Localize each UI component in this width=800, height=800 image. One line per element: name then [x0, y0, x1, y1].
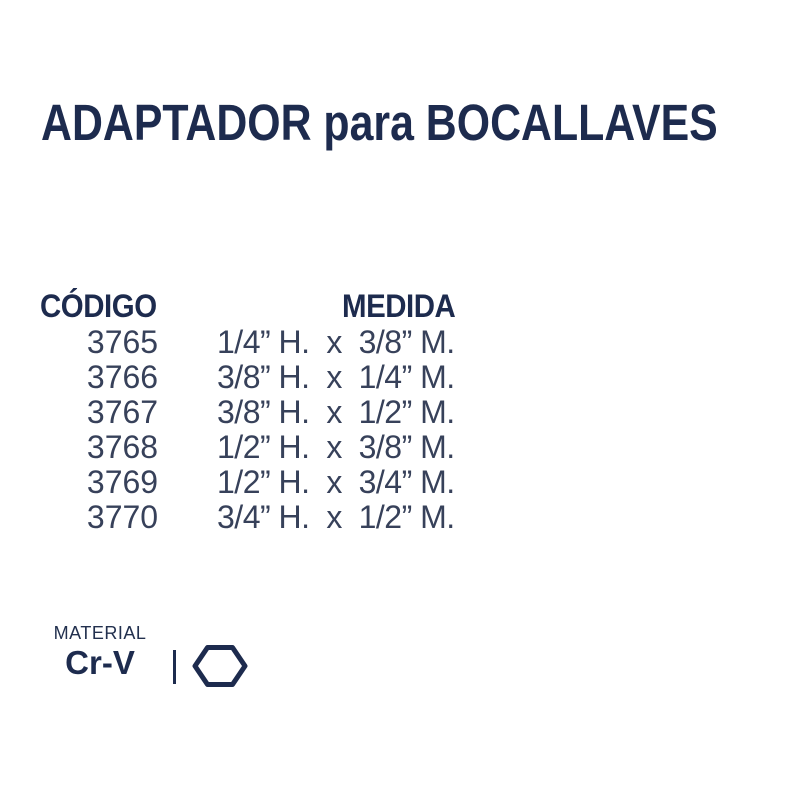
- table-row: 3767 3/8” H. x 1/2” M.: [40, 395, 480, 430]
- column-header-medida: MEDIDA: [342, 288, 456, 324]
- table-row: 3769 1/2” H. x 3/4” M.: [40, 465, 480, 500]
- table-row: 3765 1/4” H. x 3/8” M.: [40, 325, 480, 360]
- table-header-row: CÓDIGO MEDIDA: [40, 288, 480, 325]
- size-cell: 3/8” H. x 1/4” M.: [217, 359, 455, 395]
- spec-table: CÓDIGO MEDIDA 3765 1/4” H. x 3/8” M. 376…: [40, 288, 480, 535]
- size-cell: 3/8” H. x 1/2” M.: [217, 394, 455, 430]
- size-cell: 3/4” H. x 1/2” M.: [217, 499, 455, 535]
- material-value: Cr-V: [65, 644, 135, 681]
- code-cell: 3768: [86, 429, 159, 465]
- table-row: 3770 3/4” H. x 1/2” M.: [40, 500, 480, 535]
- vertical-divider: [173, 650, 176, 684]
- table-row: 3768 1/2” H. x 3/8” M.: [40, 430, 480, 465]
- page-title: ADAPTADOR para BOCALLAVES: [41, 94, 718, 151]
- hexagon-icon: [192, 645, 248, 687]
- code-cell: 3766: [86, 359, 159, 395]
- code-cell: 3769: [86, 464, 159, 500]
- material-section: MATERIAL Cr-V: [40, 623, 300, 698]
- material-label: MATERIAL: [53, 623, 147, 643]
- size-cell: 1/2” H. x 3/8” M.: [217, 429, 455, 465]
- code-cell: 3765: [86, 324, 159, 360]
- size-cell: 1/2” H. x 3/4” M.: [217, 464, 455, 500]
- size-cell: 1/4” H. x 3/8” M.: [217, 324, 455, 360]
- column-header-codigo: CÓDIGO: [40, 288, 157, 324]
- table-row: 3766 3/8” H. x 1/4” M.: [40, 360, 480, 395]
- code-cell: 3767: [86, 394, 159, 430]
- code-cell: 3770: [86, 499, 159, 535]
